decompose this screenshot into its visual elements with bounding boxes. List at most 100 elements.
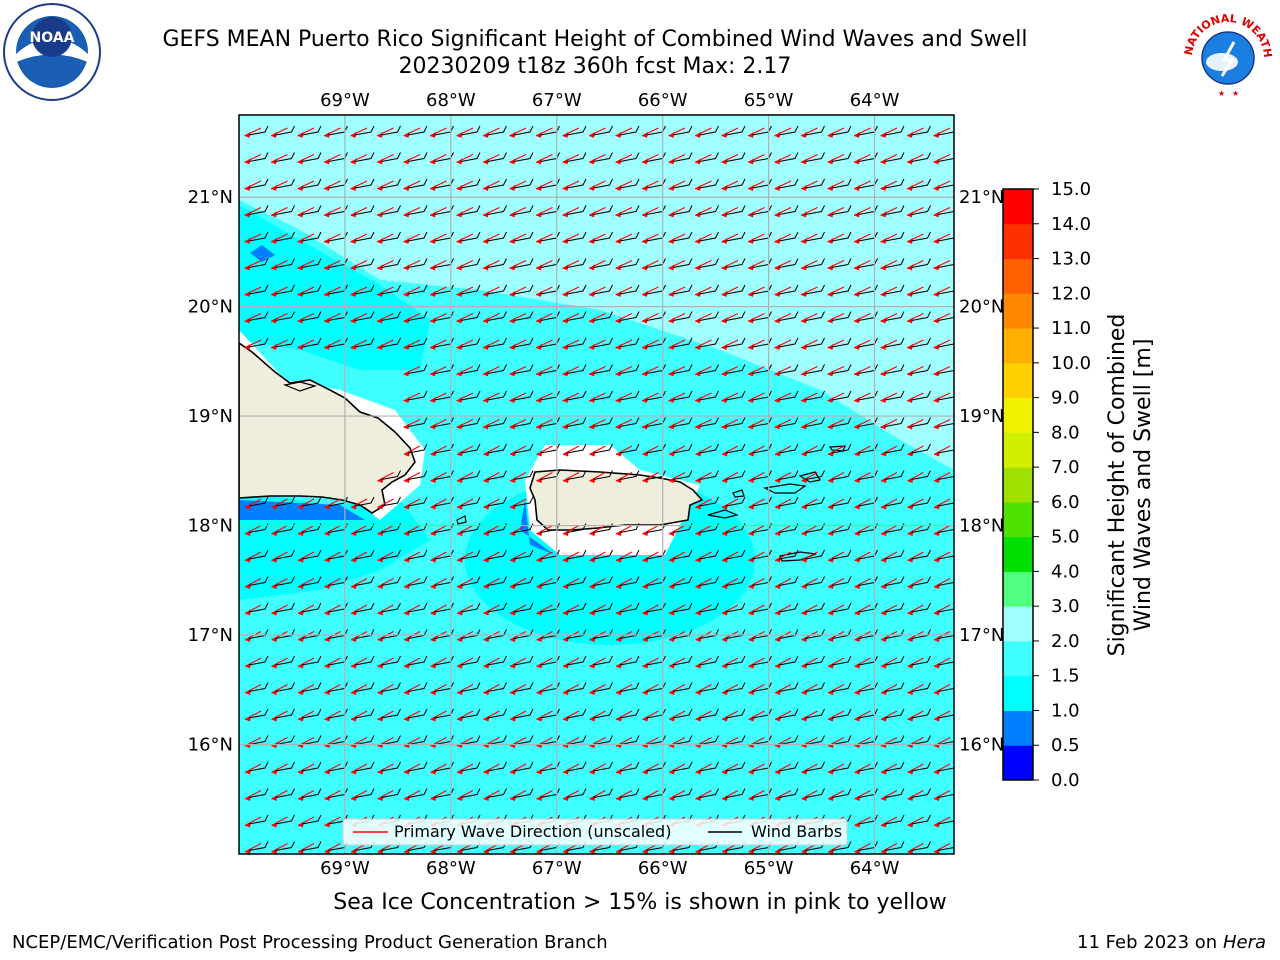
lat-tick-right: 19°N <box>959 406 1004 427</box>
wave-arrowhead <box>324 635 331 642</box>
wave-arrowhead <box>509 317 516 324</box>
wave-arrowhead <box>244 290 251 297</box>
wave-arrowhead <box>642 582 649 589</box>
wind-barb <box>513 284 534 295</box>
wave-arrowhead <box>536 582 543 589</box>
wind-barb <box>725 417 746 427</box>
wave-arrowhead <box>721 529 728 536</box>
wave-arrowhead <box>800 370 807 377</box>
wave-arrowhead <box>695 635 702 642</box>
wave-arrowhead <box>456 370 463 377</box>
wave-arrowhead <box>403 396 410 403</box>
wind-barb <box>460 708 481 719</box>
wind-barb <box>778 284 799 295</box>
wind-barb <box>248 602 269 613</box>
wave-arrowhead <box>641 158 648 165</box>
wind-barb <box>884 258 905 268</box>
wind-barb <box>884 364 905 374</box>
wind-barb <box>699 205 719 215</box>
wave-arrowhead <box>907 768 914 775</box>
wave-arrowhead <box>615 184 622 191</box>
wave-arrowhead <box>694 184 701 191</box>
wave-arrowhead <box>456 290 463 297</box>
wave-arrowhead <box>377 582 384 589</box>
wave-arrowhead <box>615 635 622 642</box>
wind-barb <box>354 125 375 136</box>
wave-arrowhead <box>827 317 834 324</box>
wave-arrowhead <box>403 715 410 722</box>
wave-arrowhead <box>853 343 860 350</box>
wave-arrowhead <box>562 237 569 244</box>
wind-barb <box>831 417 852 427</box>
wave-arrowhead <box>774 688 781 695</box>
wave-arrowhead <box>403 158 410 165</box>
wave-arrowhead <box>748 582 755 589</box>
wave-arrowhead <box>615 450 622 457</box>
lat-tick-right: 17°N <box>959 625 1004 646</box>
wave-arrowhead <box>721 396 728 403</box>
wind-barb <box>619 258 640 268</box>
wave-arrowhead <box>509 423 516 430</box>
wave-arrowhead <box>933 688 940 695</box>
wind-barb <box>911 258 931 268</box>
chart-title: GEFS MEAN Puerto Rico Significant Height… <box>162 27 1028 52</box>
wind-barb <box>513 205 534 215</box>
wind-barb <box>699 364 719 374</box>
wave-arrowhead <box>854 635 861 642</box>
wave-arrowhead <box>403 609 410 616</box>
wave-arrowhead <box>429 423 436 430</box>
wind-barb <box>275 496 295 507</box>
wave-arrowhead <box>668 423 675 430</box>
wave-arrowhead <box>721 158 728 165</box>
wave-arrowhead <box>377 476 384 483</box>
wind-barb <box>619 788 640 798</box>
wind-barb <box>937 210 954 215</box>
colorbar-swatch <box>1003 223 1033 260</box>
lat-tick-left: 16°N <box>188 735 233 756</box>
wave-arrowhead <box>695 662 702 669</box>
wave-arrowhead <box>853 317 860 324</box>
wave-arrowhead <box>536 476 543 483</box>
wave-arrowhead <box>933 662 940 669</box>
wind-barb <box>487 682 507 692</box>
wave-arrowhead <box>562 290 569 297</box>
wind-barb <box>911 602 931 613</box>
wave-arrowhead <box>933 396 940 403</box>
wave-arrowhead <box>350 635 357 642</box>
wind-barb <box>937 501 954 507</box>
wave-arrowhead <box>774 237 781 244</box>
wind-barb <box>513 311 534 321</box>
wind-barb <box>619 443 640 454</box>
wind-barb <box>513 470 534 480</box>
wind-barb <box>301 602 322 613</box>
wave-arrowhead <box>615 556 622 563</box>
wind-barb <box>460 417 481 427</box>
wave-arrowhead <box>748 450 755 457</box>
wave-arrowhead <box>800 131 807 138</box>
wind-barb <box>805 470 825 480</box>
wave-arrowhead <box>827 370 834 377</box>
wave-arrowhead <box>721 609 728 616</box>
wave-arrowhead <box>906 237 913 244</box>
wave-arrowhead <box>668 396 675 403</box>
wave-arrowhead <box>721 264 728 271</box>
wave-arrowhead <box>376 264 383 271</box>
wave-arrowhead <box>483 556 490 563</box>
wind-barb <box>381 337 401 348</box>
wind-barb <box>911 496 931 507</box>
wave-arrowhead <box>933 290 940 297</box>
wave-arrowhead <box>615 131 622 138</box>
wave-arrowhead <box>668 794 675 801</box>
wind-barb <box>831 841 852 851</box>
wave-arrowhead <box>562 529 569 536</box>
wave-arrowhead <box>509 290 516 297</box>
wave-arrowhead <box>880 131 887 138</box>
wave-arrowhead <box>271 503 278 510</box>
wave-field-band-2to3 <box>239 115 954 470</box>
wind-barb <box>725 549 746 560</box>
wave-arrowhead <box>668 768 675 775</box>
wave-arrowhead <box>456 237 463 244</box>
wind-barb <box>487 549 507 560</box>
wave-arrowhead <box>721 794 728 801</box>
colorbar-swatch <box>1003 189 1033 225</box>
